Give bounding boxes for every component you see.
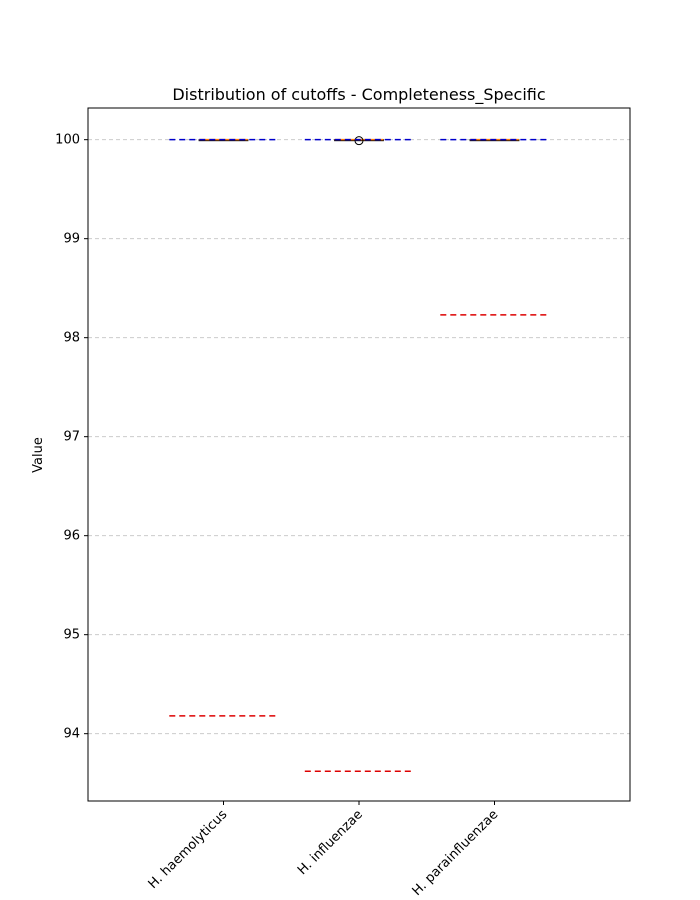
chart-title: Distribution of cutoffs - Completeness_S… xyxy=(172,85,545,105)
y-tick-label: 98 xyxy=(63,331,80,346)
plot-frame xyxy=(87,107,631,802)
y-tick-label: 96 xyxy=(63,529,80,544)
y-axis-label: Value xyxy=(31,437,46,473)
y-axis: 94 95 96 97 98 99 100 xyxy=(55,133,88,742)
y-tick-label: 97 xyxy=(63,430,80,445)
grid-lines xyxy=(88,139,630,735)
x-tick-label: H. parainfluenzae xyxy=(410,807,502,899)
x-tick-label: H. influenzae xyxy=(295,807,366,878)
x-axis: H. haemolyticus H. influenzae H. parainflu… xyxy=(146,801,502,899)
y-tick-label: 95 xyxy=(63,628,80,643)
y-tick-label: 99 xyxy=(63,232,80,247)
x-tick-label: H. haemolyticus xyxy=(146,807,231,892)
outlier-point xyxy=(354,136,364,146)
plot-marks xyxy=(169,136,549,773)
y-tick-label: 94 xyxy=(63,727,80,742)
y-tick-label: 100 xyxy=(55,133,80,148)
